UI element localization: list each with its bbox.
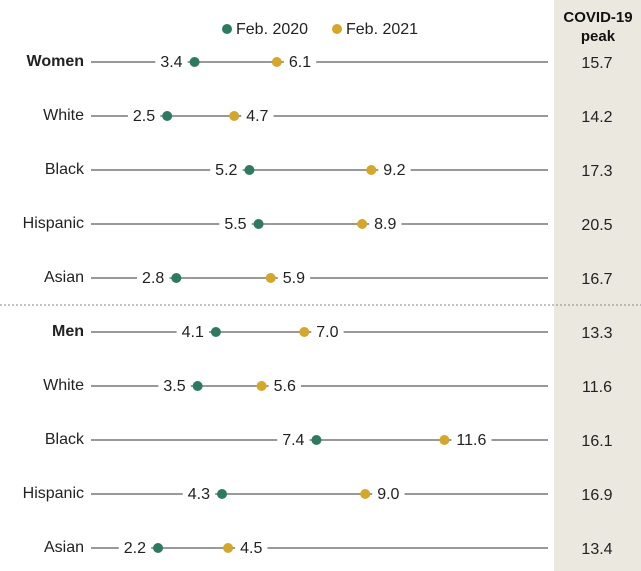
dot [192, 381, 203, 391]
category-label: Hispanic [23, 485, 84, 502]
dot [265, 273, 276, 283]
label-bg [277, 432, 310, 450]
label-bg [369, 216, 402, 234]
label-bg [219, 216, 252, 234]
category-label: White [43, 107, 84, 124]
peak-value: 13.4 [581, 541, 612, 558]
peak-value: 11.6 [582, 379, 612, 396]
peak-title: COVID-19 peak [563, 9, 633, 45]
dot [439, 435, 450, 445]
category-label: Black [45, 161, 85, 178]
label-bg [451, 432, 492, 450]
value-label: 4.5 [240, 540, 262, 557]
dot [217, 489, 228, 499]
value-label: 2.2 [124, 540, 146, 557]
value-label: 7.0 [316, 324, 338, 341]
peak-value: 16.9 [581, 487, 612, 504]
value-label: 7.4 [282, 432, 304, 449]
category-label: Hispanic [23, 215, 84, 232]
value-label: 2.5 [133, 108, 155, 125]
peak-value: 14.2 [581, 109, 612, 126]
label-bg [127, 108, 161, 126]
value-label: 3.4 [160, 54, 182, 71]
value-label: 5.5 [224, 216, 246, 233]
dot [210, 327, 221, 337]
value-label: 8.9 [374, 216, 396, 233]
peak-value: 16.7 [581, 271, 612, 288]
legend-marker [222, 24, 232, 34]
category-label: White [43, 377, 84, 394]
category-label: Men [52, 323, 84, 340]
label-bg [277, 270, 311, 288]
value-label: 3.5 [163, 378, 185, 395]
legend-label: Feb. 2021 [346, 21, 418, 38]
label-bg [176, 324, 210, 342]
value-label: 11.6 [456, 432, 486, 449]
dot [253, 219, 264, 229]
dot [162, 111, 173, 121]
label-bg [210, 162, 243, 180]
legend-marker [332, 24, 342, 34]
label-bg [235, 540, 268, 558]
value-label: 5.9 [283, 270, 305, 287]
value-label: 9.2 [383, 162, 405, 179]
peak-column-bg [554, 0, 641, 571]
category-label: Women [27, 53, 84, 70]
value-label: 4.3 [188, 486, 210, 503]
label-bg [372, 486, 405, 504]
dot [357, 219, 368, 229]
label-bg [137, 270, 170, 288]
category-label: Black [45, 431, 85, 448]
dot [223, 543, 234, 553]
label-bg [241, 108, 274, 126]
label-bg [378, 162, 411, 180]
category-label: Asian [44, 539, 84, 556]
dot [171, 273, 182, 283]
peak-value: 13.3 [581, 325, 612, 342]
label-bg [268, 378, 301, 396]
dot [299, 327, 310, 337]
label-bg [158, 378, 191, 396]
peak-value: 17.3 [581, 163, 612, 180]
label-bg [182, 486, 216, 504]
dot [360, 489, 371, 499]
value-label: 4.1 [182, 324, 204, 341]
value-label: 4.7 [246, 108, 268, 125]
label-bg [155, 54, 188, 72]
legend-label: Feb. 2020 [236, 21, 308, 38]
dot [366, 165, 377, 175]
label-bg [311, 324, 344, 342]
dot [189, 57, 200, 67]
label-bg [118, 540, 152, 558]
peak-value: 15.7 [581, 55, 612, 72]
value-label: 2.8 [142, 270, 164, 287]
value-label: 5.2 [215, 162, 237, 179]
dot [271, 57, 282, 67]
dot [256, 381, 267, 391]
value-label: 6.1 [289, 54, 311, 71]
dot [311, 435, 322, 445]
peak-value: 20.5 [581, 217, 612, 234]
label-bg [283, 54, 317, 72]
dot [244, 165, 255, 175]
value-label: 5.6 [274, 378, 296, 395]
category-label: Asian [44, 269, 84, 286]
peak-value: 16.1 [581, 433, 612, 450]
value-label: 9.0 [377, 486, 399, 503]
dot [229, 111, 240, 121]
dot [153, 543, 164, 553]
